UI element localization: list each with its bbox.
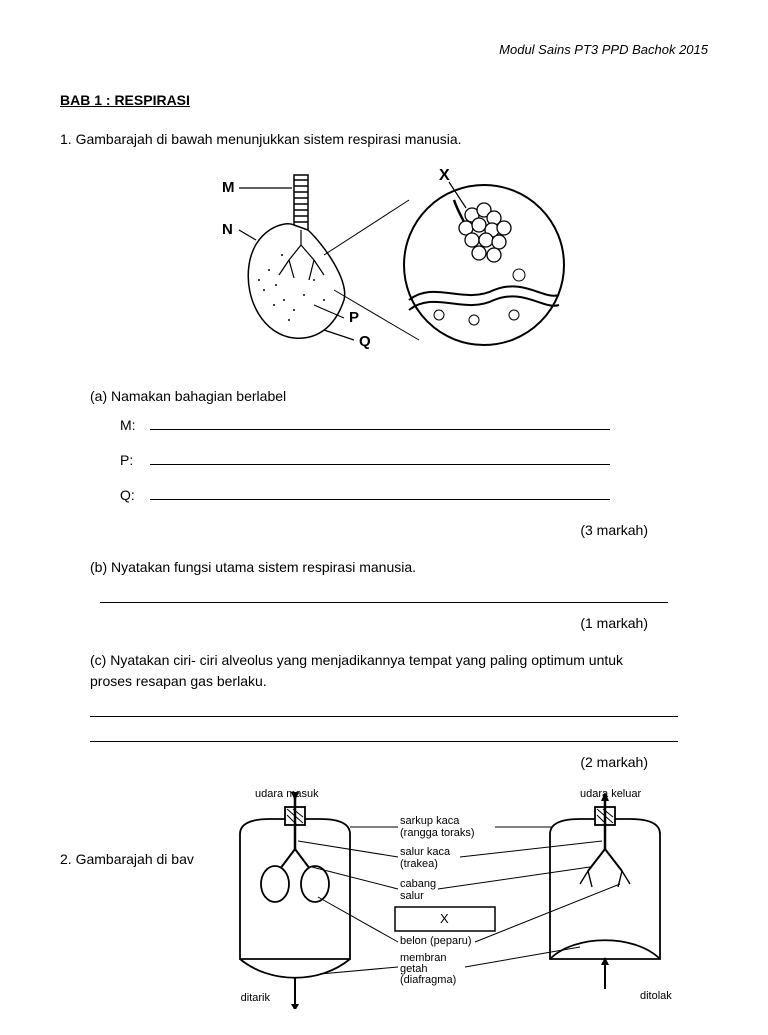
q1c-marks: (2 markah): [60, 752, 648, 773]
svg-text:(diafragma): (diafragma): [400, 974, 456, 986]
blank-p: P:: [120, 450, 708, 471]
svg-text:salur kaca: salur kaca: [400, 846, 451, 858]
chapter-title: BAB 1 : RESPIRASI: [60, 90, 708, 111]
svg-text:belon (peparu): belon (peparu): [400, 935, 472, 947]
q2-text: 2. Gambarajah di bav: [60, 789, 200, 870]
svg-text:X: X: [439, 167, 450, 184]
q1-text: 1. Gambarajah di bawah menunjukkan siste…: [60, 129, 708, 150]
svg-text:udara keluar: udara keluar: [580, 789, 641, 800]
svg-text:(rangga toraks): (rangga toraks): [400, 827, 475, 839]
q1a-prompt: (a) Namakan bahagian berlabel: [90, 386, 708, 407]
svg-text:cabang: cabang: [400, 878, 436, 890]
svg-text:M: M: [222, 179, 235, 196]
q1c-blank1: [90, 702, 678, 717]
q1-diagram: M N P Q X: [60, 160, 708, 366]
q1b-prompt: (b) Nyatakan fungsi utama sistem respira…: [90, 557, 708, 578]
svg-text:X: X: [440, 911, 449, 926]
svg-text:salur: salur: [400, 890, 424, 902]
q1c-blank2: [90, 727, 678, 742]
svg-text:ditarik: ditarik: [241, 992, 271, 1004]
blank-q: Q:: [120, 485, 708, 506]
q1b-blank: [100, 588, 668, 603]
svg-text:ditolak: ditolak: [640, 990, 672, 1002]
blank-m: M:: [120, 415, 708, 436]
svg-text:N: N: [222, 221, 233, 238]
svg-text:udara masuk: udara masuk: [255, 789, 319, 800]
svg-text:P: P: [349, 309, 359, 326]
svg-text:sarkup kaca: sarkup kaca: [400, 815, 460, 827]
q1c-prompt: (c) Nyatakan ciri- ciri alveolus yang me…: [90, 650, 668, 692]
page-header: Modul Sains PT3 PPD Bachok 2015: [60, 40, 708, 60]
q1b-marks: (1 markah): [60, 613, 648, 634]
q1a-marks: (3 markah): [60, 520, 648, 541]
q2-diagram: udara masuk ditarik udara keluar ditolak: [200, 789, 700, 1015]
svg-text:Q: Q: [359, 333, 371, 350]
svg-text:(trakea): (trakea): [400, 858, 438, 870]
